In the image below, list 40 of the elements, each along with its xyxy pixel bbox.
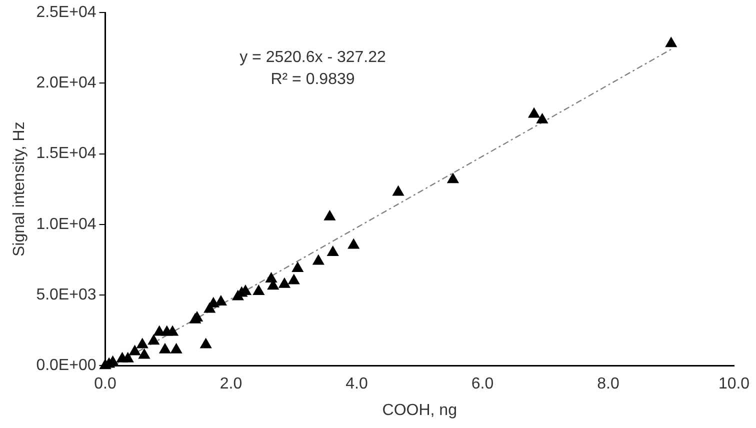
annotation: y = 2520.6x - 327.22 (240, 49, 386, 66)
point (129, 345, 140, 356)
point (278, 278, 290, 288)
annotation: R² = 0.9839 (270, 71, 355, 88)
y-tick-label: 0.0E+00 (36, 357, 96, 374)
point (200, 338, 212, 348)
point (266, 272, 277, 283)
point (136, 338, 148, 348)
point (392, 186, 404, 196)
point (327, 246, 339, 256)
point (528, 108, 540, 118)
y-tick-label: 1.5E+04 (36, 145, 96, 162)
point (159, 343, 171, 354)
y-tick-label: 2.5E+04 (36, 4, 96, 22)
point (288, 274, 300, 284)
y-axis-title: Signal intensity, Hz (11, 122, 28, 257)
point (170, 343, 182, 354)
point (292, 262, 304, 272)
point (536, 113, 548, 124)
point (166, 326, 178, 336)
point (215, 296, 227, 306)
point (148, 334, 160, 345)
y-tick-label: 1.0E+04 (36, 216, 96, 233)
x-tick-label: 0.0 (94, 376, 116, 393)
point (122, 352, 134, 362)
point (665, 37, 677, 48)
point (447, 173, 459, 184)
point (348, 238, 360, 249)
x-tick-label: 10.0 (718, 376, 750, 393)
point (312, 254, 324, 265)
point (138, 348, 150, 359)
point (324, 210, 336, 220)
point (252, 284, 264, 295)
x-axis-title: COOH, ng (382, 402, 457, 419)
x-tick-label: 4.0 (346, 376, 368, 393)
x-tick-label: 8.0 (597, 376, 620, 393)
y-tick-label: 2.0E+04 (36, 74, 96, 92)
y-tick-label: 5.0E+03 (36, 286, 96, 304)
x-tick-label: 6.0 (471, 376, 494, 393)
x-tick-label: 2.0 (220, 376, 242, 393)
